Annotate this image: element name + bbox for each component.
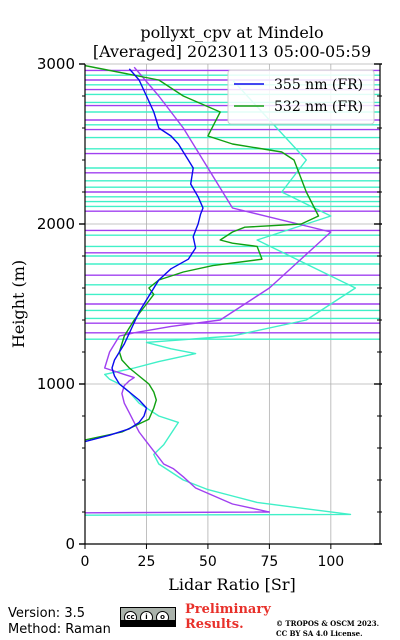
- series-line-2: [85, 66, 332, 514]
- lidar-ratio-chart: pollyxt_cpv at Mindelo [Averaged] 202301…: [9, 23, 382, 594]
- series-line-0: [85, 68, 204, 443]
- y-tick-label: 0: [65, 535, 75, 553]
- legend-label: 355 nm (FR): [274, 77, 363, 93]
- cc-license-badge: cc i o: [120, 607, 176, 627]
- copyright-line-2: CC BY SA 4.0 License.: [276, 629, 363, 638]
- x-tick-label: 75: [260, 554, 278, 570]
- copyright-note: © TROPOS & OSCM 2023. CC BY SA 4.0 Licen…: [276, 619, 379, 639]
- legend: 355 nm (FR) 532 nm (FR): [227, 69, 375, 125]
- x-tick-label: 25: [138, 554, 156, 570]
- cc-badge-strip: [121, 620, 175, 626]
- x-tick-label: 0: [81, 554, 90, 570]
- series-line-1: [85, 64, 320, 441]
- copyright-line-1: © TROPOS & OSCM 2023.: [276, 619, 380, 628]
- x-axis-label: Lidar Ratio [Sr]: [168, 575, 296, 594]
- preliminary-results-note: Preliminary Results.: [185, 602, 271, 632]
- legend-label: 532 nm (FR): [274, 99, 363, 115]
- x-tick-label: 50: [199, 554, 217, 570]
- series-line-3: [85, 79, 357, 516]
- y-tick-label: 2000: [37, 215, 75, 233]
- preliminary-line-2: Results.: [185, 617, 244, 632]
- x-tick-label: 100: [317, 554, 344, 570]
- legend-box: [227, 69, 375, 125]
- y-tick-label: 1000: [37, 375, 75, 393]
- method-text: Method: Raman: [8, 622, 111, 637]
- series-layer: [85, 64, 380, 516]
- chart-subtitle: [Averaged] 20230113 05:00-05:59: [93, 42, 371, 61]
- y-tick-label: 3000: [37, 55, 75, 73]
- y-axis-label: Height (m): [9, 260, 28, 348]
- version-text: Version: 3.5: [8, 606, 85, 621]
- chart-title: pollyxt_cpv at Mindelo: [140, 23, 323, 42]
- preliminary-line-1: Preliminary: [185, 602, 271, 617]
